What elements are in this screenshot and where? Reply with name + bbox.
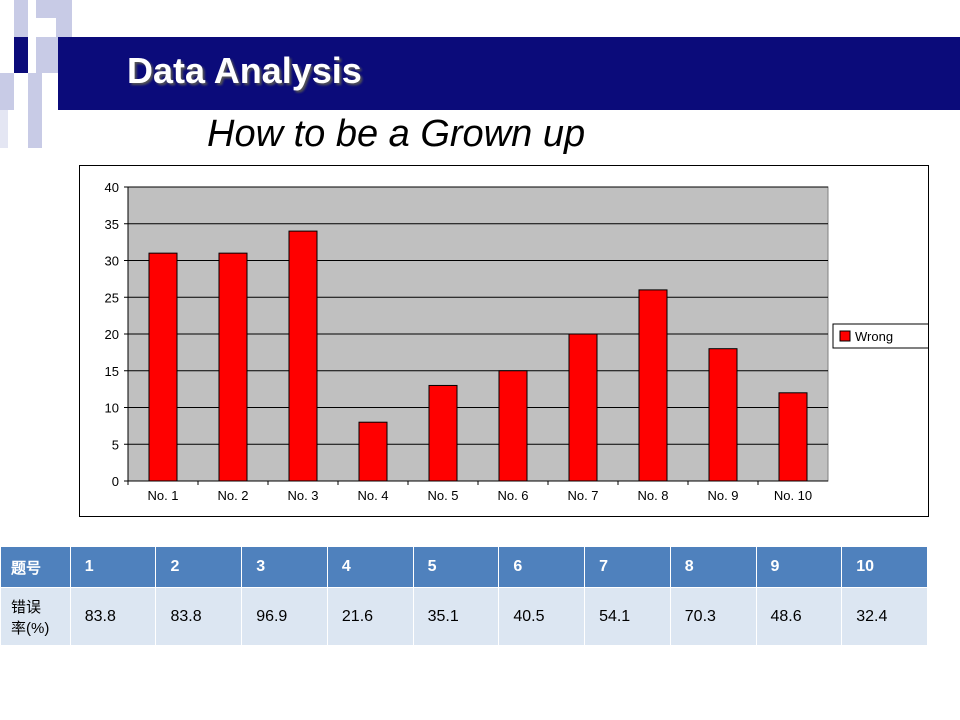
- table-cell: 48.6: [755, 587, 843, 646]
- y-tick-label: 20: [105, 327, 119, 342]
- bar: [218, 252, 248, 482]
- table-header-row: 题号 1 2 3 4 5 6 7 8 9 10: [0, 546, 928, 588]
- table-header-cell: 8: [669, 546, 757, 588]
- title-bar: [58, 37, 960, 110]
- decor-square: [28, 73, 42, 110]
- bar: [498, 370, 528, 482]
- x-tick-label: No. 8: [637, 488, 668, 503]
- x-tick-label: No. 2: [217, 488, 248, 503]
- y-tick-label: 15: [105, 364, 119, 379]
- chart-frame: 0 5 10 15 20 25 30 35 40 No. 1 No. 2 No. 3 No. 4 No. …: [79, 165, 929, 517]
- decor-square: [0, 73, 14, 110]
- table-header-cell: 3: [241, 546, 328, 588]
- table-header-cell: 5: [412, 546, 500, 588]
- x-tick-label: No. 6: [497, 488, 528, 503]
- bar: [428, 384, 458, 482]
- table-header-cell: 4: [326, 546, 414, 588]
- table-header-cell: 9: [755, 546, 843, 588]
- table-header-cell: 10: [841, 546, 928, 588]
- x-tick-label: No. 7: [567, 488, 598, 503]
- table-header-cell: 7: [584, 546, 671, 588]
- table-cell: 35.1: [412, 587, 500, 646]
- decor-square: [56, 0, 72, 37]
- y-tick-label: 5: [112, 437, 119, 452]
- decor-square: [28, 110, 42, 148]
- bar-chart: 0 5 10 15 20 25 30 35 40 No. 1 No. 2 No. 3 No. 4 No. …: [105, 180, 928, 503]
- x-tick-label: No. 4: [357, 488, 388, 503]
- decor-square: [36, 37, 58, 73]
- bar: [148, 252, 178, 482]
- table-header-cell: 2: [155, 546, 243, 588]
- decor-square: [36, 0, 56, 18]
- table-cell: 32.4: [841, 587, 928, 646]
- y-tick-label: 30: [105, 254, 119, 269]
- decor-square: [0, 110, 8, 148]
- x-tick-label: No. 9: [707, 488, 738, 503]
- legend-label: Wrong: [855, 329, 893, 344]
- table-row: 错误 率(%) 83.8 83.8 96.9 21.6 35.1 40.5 54.1 70.3…: [0, 587, 928, 646]
- table-cell: 83.8: [155, 587, 243, 646]
- slide-subtitle: How to be a Grown up: [207, 113, 586, 155]
- table-header-label: 题号: [0, 546, 71, 588]
- error-rate-table: 题号 1 2 3 4 5 6 7 8 9 10 错误 率(%) 83.8 83.8 96.9 21.6 3…: [0, 546, 928, 646]
- table-row-label: 错误 率(%): [0, 587, 71, 646]
- x-tick-label: No. 10: [774, 488, 812, 503]
- y-tick-label: 25: [105, 290, 119, 305]
- table-cell: 40.5: [498, 587, 586, 646]
- y-tick-label: 40: [105, 180, 119, 195]
- bar: [358, 421, 388, 482]
- table-cell: 70.3: [669, 587, 757, 646]
- y-tick-label: 10: [105, 401, 119, 416]
- legend-swatch: [839, 330, 851, 342]
- decor-square: [14, 0, 28, 37]
- y-tick-label: 35: [105, 217, 119, 232]
- bar: [708, 348, 738, 482]
- bar: [778, 392, 808, 482]
- x-tick-label: No. 3: [287, 488, 318, 503]
- table-cell: 54.1: [584, 587, 671, 646]
- slide-title: Data Analysis: [127, 50, 362, 91]
- table-cell: 21.6: [326, 587, 414, 646]
- decor-square: [14, 37, 28, 73]
- table-header-cell: 1: [69, 546, 157, 588]
- bar: [568, 333, 598, 482]
- x-tick-label: No. 1: [147, 488, 178, 503]
- bar: [288, 230, 318, 482]
- table-header-cell: 6: [498, 546, 586, 588]
- table-cell: 83.8: [69, 587, 157, 646]
- x-tick-label: No. 5: [427, 488, 458, 503]
- y-tick-label: 0: [112, 474, 119, 489]
- row-label-line1: 错误: [11, 598, 42, 616]
- row-label-line2: 率(%): [11, 619, 50, 637]
- bar: [638, 289, 668, 482]
- table-cell: 96.9: [241, 587, 328, 646]
